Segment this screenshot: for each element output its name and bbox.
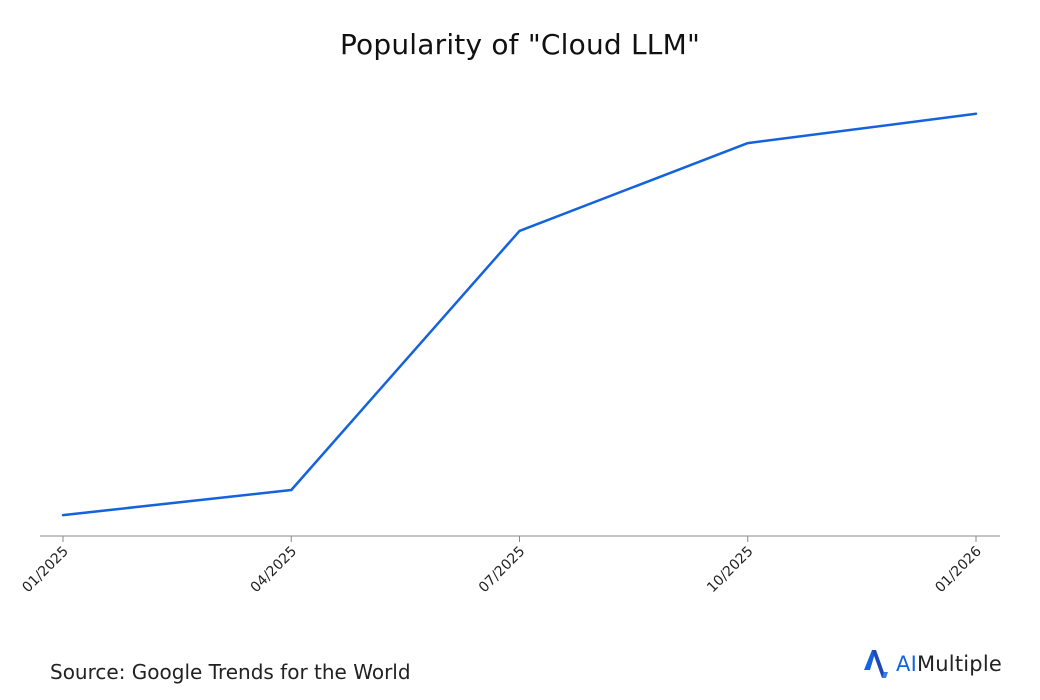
chart-title: Popularity of "Cloud LLM"	[339, 28, 701, 61]
brand-name-suffix: Multiple	[916, 652, 1002, 676]
brand-name-prefix: AI	[896, 652, 917, 676]
x-axis-ticks: 01/2025 04/2025 07/2025 10/2025 01/2026	[19, 536, 985, 596]
x-tick-label: 01/2025	[19, 544, 71, 596]
x-tick-label: 04/2025	[248, 544, 300, 596]
aimultiple-logo-icon	[864, 650, 888, 678]
x-tick-label: 07/2025	[476, 544, 528, 596]
series-line	[61, 112, 978, 517]
x-tick-label: 10/2025	[704, 544, 756, 596]
brand-logo: AIMultiple	[862, 648, 1002, 680]
x-tick-label: 01/2026	[932, 543, 985, 596]
brand-name: AIMultiple	[896, 652, 1002, 676]
series-layer	[61, 112, 978, 517]
source-note: Source: Google Trends for the World	[50, 660, 411, 684]
